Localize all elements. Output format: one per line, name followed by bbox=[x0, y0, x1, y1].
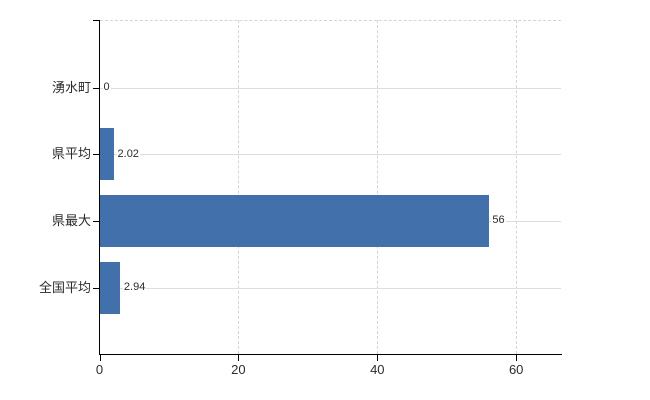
value-label: 0 bbox=[102, 81, 111, 94]
category-label: 県最大 bbox=[51, 212, 91, 228]
v-gridline bbox=[516, 20, 518, 354]
x-tick-label: 20 bbox=[231, 361, 246, 377]
x-axis-tick bbox=[377, 354, 379, 361]
value-label: 2.94 bbox=[122, 281, 147, 295]
value-label: 2.02 bbox=[116, 147, 140, 161]
h-gridline bbox=[99, 154, 561, 156]
category-label: 全国平均 bbox=[38, 279, 91, 295]
x-axis-tick bbox=[516, 354, 518, 361]
v-gridline bbox=[238, 20, 240, 354]
h-gridline bbox=[99, 87, 561, 89]
x-axis bbox=[99, 353, 562, 355]
y-axis-tick bbox=[93, 87, 99, 89]
category-label: 湧水町 bbox=[51, 79, 91, 95]
y-axis bbox=[99, 20, 100, 355]
x-tick-label: 60 bbox=[508, 361, 524, 377]
bar bbox=[100, 194, 489, 247]
x-tick-label: 40 bbox=[370, 361, 385, 377]
bar bbox=[100, 261, 121, 314]
y-axis-tick bbox=[93, 287, 99, 289]
x-tick-label: 0 bbox=[95, 361, 104, 377]
v-gridline bbox=[377, 20, 379, 354]
y-axis-end-tick bbox=[93, 20, 99, 21]
h-gridline bbox=[99, 287, 561, 289]
x-axis-tick bbox=[238, 354, 240, 361]
plot-top-border bbox=[99, 20, 561, 21]
x-axis-tick bbox=[99, 354, 101, 361]
y-axis-tick bbox=[93, 220, 99, 222]
bar bbox=[100, 128, 115, 181]
category-label: 県平均 bbox=[51, 146, 91, 162]
value-label: 56 bbox=[491, 214, 506, 228]
y-axis-tick bbox=[93, 154, 99, 156]
